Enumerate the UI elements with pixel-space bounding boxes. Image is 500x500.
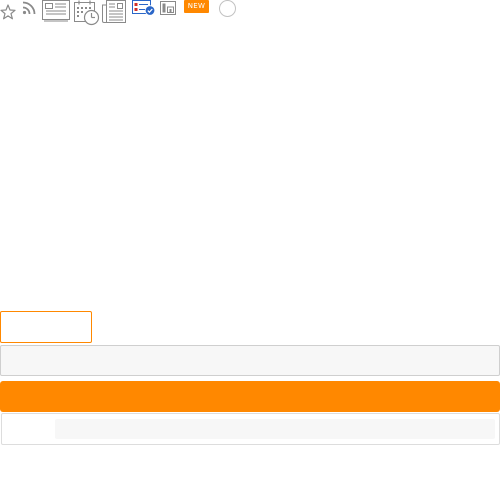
toolbar: NEW — [0, 0, 500, 26]
newspaper-icon[interactable] — [102, 0, 126, 24]
orange-action-bar[interactable] — [0, 381, 500, 412]
calendar-clock-icon[interactable] — [74, 0, 100, 26]
star-outline-icon[interactable] — [0, 4, 16, 20]
article-icon[interactable] — [42, 0, 70, 22]
rss-icon[interactable] — [22, 1, 36, 15]
bottom-input-field[interactable] — [55, 419, 495, 439]
new-badge[interactable]: NEW — [184, 0, 209, 13]
bottom-panel — [1, 413, 500, 445]
small-input-box[interactable] — [0, 311, 92, 343]
wide-input-field[interactable] — [0, 345, 500, 376]
circle-button[interactable] — [219, 0, 236, 17]
building-icon[interactable] — [160, 1, 176, 15]
checklist-badge-icon[interactable] — [132, 0, 156, 16]
